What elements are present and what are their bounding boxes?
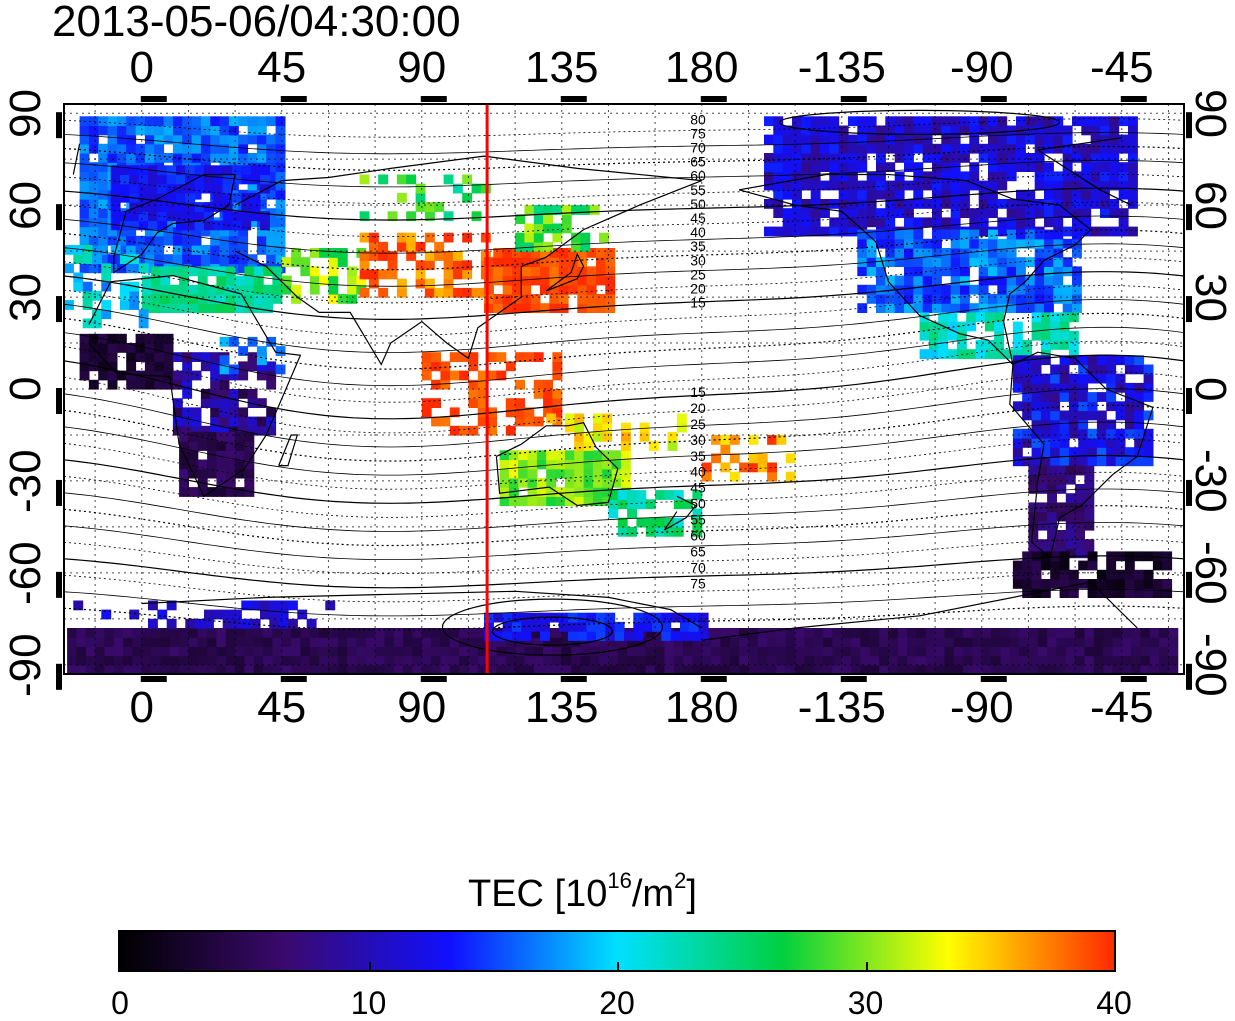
colorbar-tick-label: 40 bbox=[1096, 985, 1132, 1021]
contour-label: 75 bbox=[690, 575, 706, 591]
contour-label: 45 bbox=[690, 480, 706, 496]
contour-label: 60 bbox=[690, 168, 706, 184]
contour-label: 75 bbox=[690, 125, 706, 141]
top-lon-tick: 45 bbox=[257, 43, 307, 92]
colorbar-tick-mark bbox=[368, 962, 371, 970]
tec-map: 8075706560555045403530252015152025303540… bbox=[56, 96, 1192, 690]
coastline-outline bbox=[72, 137, 1154, 641]
top-lon-tick: -135 bbox=[797, 43, 886, 92]
contour-label: 30 bbox=[690, 252, 706, 268]
contour-label: 50 bbox=[690, 496, 706, 512]
contour-label: 40 bbox=[690, 224, 706, 240]
left-lat-tick: 60 bbox=[1, 180, 50, 230]
left-lat-tick: 30 bbox=[1, 272, 50, 322]
colorbar-tick-mark bbox=[865, 962, 868, 970]
contour-label: 40 bbox=[690, 464, 706, 480]
colorbar-tick-label: 10 bbox=[350, 985, 387, 1021]
contour-label: 20 bbox=[690, 400, 706, 416]
bottom-lon-tick: 0 bbox=[129, 683, 155, 732]
left-lat-tick: -30 bbox=[1, 449, 50, 513]
bottom-lon-tick: -45 bbox=[1089, 683, 1154, 732]
contour-label: 65 bbox=[690, 543, 706, 559]
tec-data-layer bbox=[64, 116, 1179, 675]
left-lat-tick: 0 bbox=[1, 376, 50, 401]
contour-label: 30 bbox=[690, 432, 706, 448]
contour-label: 20 bbox=[690, 280, 706, 296]
bottom-lon-tick: -90 bbox=[949, 683, 1014, 732]
contour-label: 65 bbox=[690, 154, 706, 170]
colorbar-tick-mark bbox=[617, 962, 619, 970]
right-lat-tick: 90 bbox=[1186, 88, 1235, 138]
bottom-lon-tick: 180 bbox=[665, 683, 739, 732]
contour-label: 55 bbox=[690, 182, 706, 198]
contour-label: 15 bbox=[690, 295, 706, 311]
contour-label: 25 bbox=[690, 416, 706, 432]
contour-label: 55 bbox=[690, 512, 706, 528]
right-lat-tick: -60 bbox=[1186, 540, 1235, 605]
top-lon-tick: 135 bbox=[525, 43, 599, 92]
magnetic-latitude-contours bbox=[63, 109, 1185, 656]
contour-label: 45 bbox=[690, 210, 706, 226]
colorbar-tick-label: 30 bbox=[847, 985, 884, 1021]
colorbar-tick-label: 0 bbox=[111, 985, 129, 1021]
contour-label: 35 bbox=[690, 238, 706, 254]
timestamp-title: 2013-05-06/04:30:00 bbox=[52, 0, 461, 46]
top-lon-tick: 0 bbox=[129, 43, 155, 92]
right-lat-tick: 30 bbox=[1186, 272, 1235, 322]
map-frame bbox=[63, 103, 1185, 675]
right-lat-tick: 60 bbox=[1186, 180, 1235, 230]
right-lat-tick: -30 bbox=[1186, 448, 1235, 513]
bottom-lon-tick: -135 bbox=[797, 683, 886, 732]
contour-label: 80 bbox=[690, 111, 706, 127]
contour-label: 60 bbox=[690, 527, 706, 543]
left-lat-tick: -60 bbox=[1, 541, 50, 605]
bottom-lon-tick: 90 bbox=[397, 683, 447, 732]
colorbar-title: TEC [1016/m2] bbox=[468, 868, 697, 916]
top-lon-tick: -90 bbox=[949, 43, 1014, 92]
contour-label: 35 bbox=[690, 448, 706, 464]
right-lat-tick: -90 bbox=[1186, 632, 1235, 697]
contour-label: 70 bbox=[690, 559, 706, 575]
top-lon-tick: 180 bbox=[665, 43, 739, 92]
colorbar-tick-label: 20 bbox=[599, 985, 635, 1021]
right-lat-tick: 0 bbox=[1186, 377, 1235, 402]
frame-tick-marks bbox=[56, 96, 1192, 690]
left-lat-tick: 90 bbox=[1, 88, 50, 138]
contour-label: 70 bbox=[690, 140, 706, 156]
contour-label: 15 bbox=[690, 384, 706, 400]
tec-colorbar bbox=[118, 930, 1116, 972]
bottom-lon-tick: 45 bbox=[257, 683, 307, 732]
bottom-lon-tick: 135 bbox=[525, 683, 599, 732]
contour-label: 50 bbox=[690, 196, 706, 212]
contour-label: 25 bbox=[690, 266, 706, 282]
contour-labels: 8075706560555045403530252015152025303540… bbox=[690, 111, 706, 591]
left-lat-tick: -90 bbox=[1, 633, 50, 697]
top-lon-tick: -45 bbox=[1089, 43, 1154, 92]
top-lon-tick: 90 bbox=[397, 43, 447, 92]
